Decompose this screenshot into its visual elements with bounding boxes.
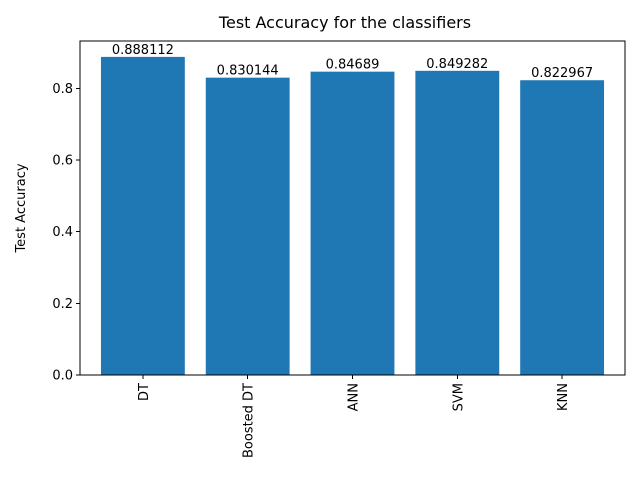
x-tick-label: DT [137,383,152,401]
y-tick-label: 0.2 [52,297,73,312]
data-label: 0.822967 [531,66,593,81]
bar-knn [520,80,605,376]
data-label: 0.84689 [326,58,380,73]
y-tick-label: 0.6 [52,154,73,169]
x-tick-label: Boosted DT [242,383,257,458]
x-tick-label: KNN [556,383,571,411]
data-label: 0.888112 [112,43,174,58]
y-tick-label: 0.4 [52,225,73,240]
data-label: 0.830144 [217,64,279,79]
bar-svm [415,70,500,376]
y-tick-label: 0.0 [52,369,73,384]
chart-title: Test Accuracy for the classifiers [218,13,471,32]
x-tick-label: SVM [451,383,466,411]
y-tick-label: 0.8 [52,82,73,97]
y-axis-label: Test Accuracy [14,163,29,253]
plot-frame [79,40,626,376]
x-axis: DT Boosted DT ANN SVM KNN [137,375,571,458]
bar-dt [100,56,185,376]
bar-ann [310,71,395,376]
bar-boosted-dt [205,77,290,375]
data-labels-group: 0.888112 0.830144 0.84689 0.849282 0.822967 [112,43,593,81]
y-axis: 0.0 0.2 0.4 0.6 0.8 [52,82,80,384]
x-tick-label: ANN [347,383,362,411]
data-label: 0.849282 [426,57,488,72]
bars-group [100,56,605,376]
